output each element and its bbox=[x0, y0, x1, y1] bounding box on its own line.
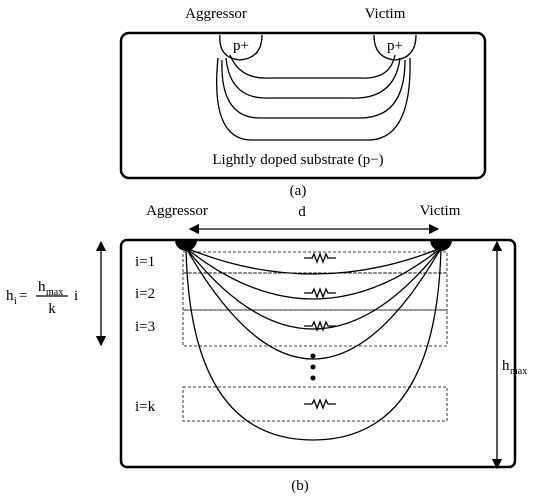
contact-label: p+ bbox=[233, 38, 249, 54]
row-label: i=k bbox=[135, 399, 156, 415]
contact bbox=[430, 240, 452, 251]
caption: (a) bbox=[290, 183, 307, 199]
aggressor-label: Aggressor bbox=[146, 203, 208, 219]
victim-label: Victim bbox=[365, 6, 406, 22]
contact-label: p+ bbox=[387, 38, 403, 54]
formula-eq: = bbox=[19, 288, 27, 304]
panel-b: Aggressor Victim d i=1 i=2 i=3 i=k h i =… bbox=[6, 203, 527, 494]
current-paths bbox=[186, 248, 441, 440]
resistors bbox=[304, 254, 336, 408]
row-label: i=3 bbox=[135, 319, 155, 335]
formula-lhs: h bbox=[6, 288, 14, 304]
field-lines bbox=[217, 55, 410, 140]
caption: (b) bbox=[291, 478, 309, 494]
row-label: i=2 bbox=[135, 286, 155, 302]
substrate-label: Lightly doped substrate (p−) bbox=[212, 152, 383, 168]
contact bbox=[175, 240, 197, 251]
formula: h i = h max k i bbox=[6, 279, 78, 317]
formula-den: k bbox=[48, 301, 56, 317]
aggressor-label: Aggressor bbox=[185, 6, 247, 22]
formula-factor: i bbox=[74, 288, 78, 304]
distance-label: d bbox=[298, 204, 306, 220]
victim-label: Victim bbox=[420, 203, 461, 219]
panel-a: Aggressor Victim p+ p+ Lightly doped sub… bbox=[121, 6, 485, 199]
formula-num: h bbox=[38, 279, 46, 295]
depth-sub: max bbox=[510, 366, 527, 377]
formula-lhs-sub: i bbox=[14, 296, 17, 307]
ellipsis bbox=[311, 354, 316, 381]
row-label: i=1 bbox=[135, 254, 155, 270]
depth-label: h bbox=[502, 358, 510, 374]
diagram: Aggressor Victim p+ p+ Lightly doped sub… bbox=[0, 0, 533, 502]
